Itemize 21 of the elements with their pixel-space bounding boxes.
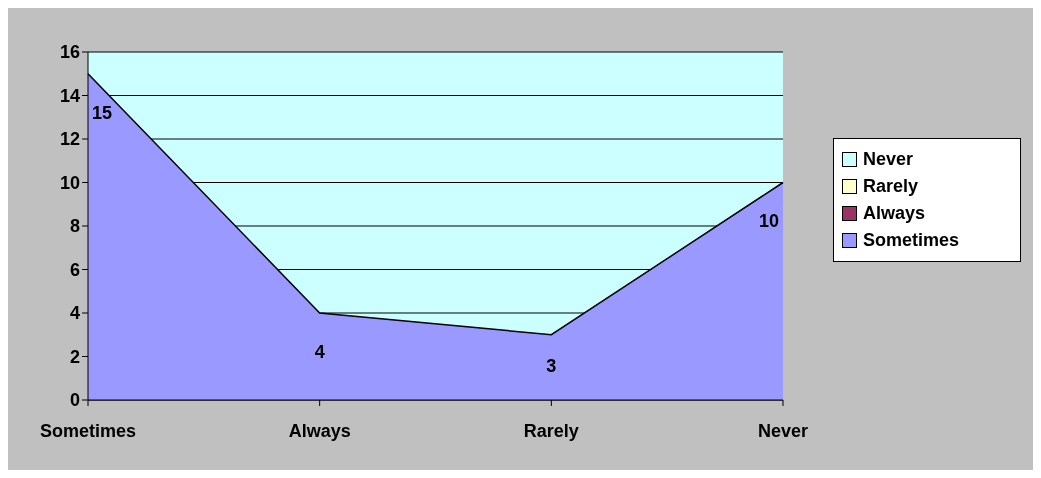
y-tick-label: 8 — [69, 216, 80, 237]
y-tick-label: 6 — [69, 259, 80, 280]
data-label: 3 — [546, 356, 557, 377]
x-tick-label: Sometimes — [39, 420, 137, 441]
x-tick-label: Rarely — [523, 420, 579, 441]
category-label: Always — [863, 203, 926, 223]
x-tick-label: Always — [288, 420, 351, 441]
y-tick-label: 16 — [59, 42, 80, 63]
data-label: 4 — [314, 341, 325, 362]
y-tick-label: 10 — [59, 172, 80, 193]
y-tick-label: 0 — [69, 390, 80, 411]
y-tick-label: 12 — [59, 129, 80, 150]
y-tick-label: 14 — [59, 85, 80, 106]
category-label: Rarely — [863, 176, 919, 196]
x-tick-label: Never — [757, 420, 809, 441]
y-tick-label: 4 — [69, 303, 80, 324]
category-label: Sometimes — [863, 230, 960, 250]
category-label: Never — [863, 149, 914, 169]
y-tick-label: 2 — [69, 346, 80, 367]
data-label: 10 — [758, 211, 780, 232]
data-label: 15 — [91, 102, 113, 123]
